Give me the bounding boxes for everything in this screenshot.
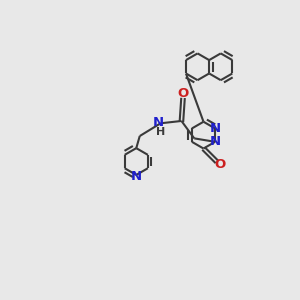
Text: N: N xyxy=(209,122,221,135)
Text: O: O xyxy=(177,87,189,100)
Text: N: N xyxy=(153,116,164,129)
Text: N: N xyxy=(209,135,221,148)
Text: N: N xyxy=(131,170,142,183)
Text: O: O xyxy=(214,158,226,171)
Text: H: H xyxy=(156,127,165,136)
